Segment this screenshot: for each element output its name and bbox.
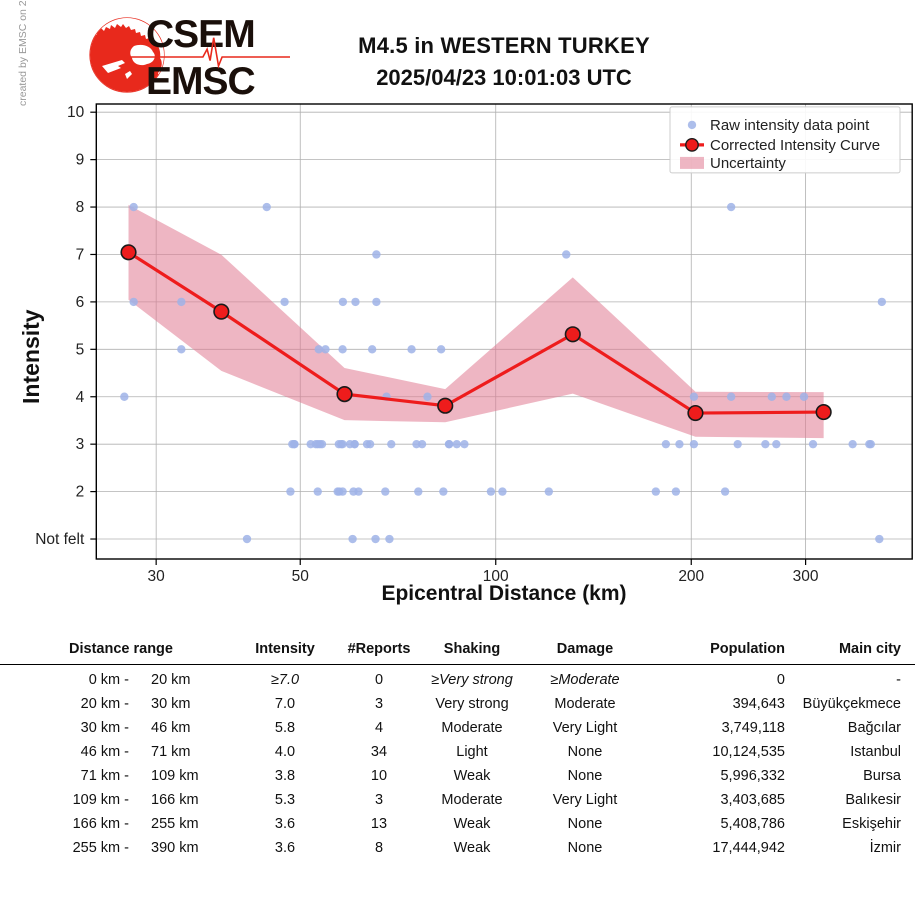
svg-text:50: 50 bbox=[292, 568, 310, 585]
svg-text:7: 7 bbox=[76, 246, 85, 263]
svg-text:300: 300 bbox=[793, 568, 819, 585]
svg-text:4: 4 bbox=[76, 389, 85, 406]
svg-text:Not felt: Not felt bbox=[35, 531, 85, 548]
svg-text:Uncertainty: Uncertainty bbox=[710, 155, 786, 172]
svg-text:2: 2 bbox=[76, 484, 85, 501]
svg-text:9: 9 bbox=[76, 152, 85, 169]
svg-text:8: 8 bbox=[76, 199, 85, 216]
svg-text:6: 6 bbox=[76, 294, 85, 311]
svg-text:5: 5 bbox=[76, 341, 85, 358]
svg-text:Raw intensity data point: Raw intensity data point bbox=[710, 117, 870, 134]
svg-text:10: 10 bbox=[67, 104, 85, 121]
svg-text:100: 100 bbox=[483, 568, 509, 585]
svg-text:Corrected Intensity Curve: Corrected Intensity Curve bbox=[710, 137, 880, 154]
svg-text:200: 200 bbox=[678, 568, 704, 585]
svg-text:30: 30 bbox=[148, 568, 166, 585]
svg-text:3: 3 bbox=[76, 436, 85, 453]
